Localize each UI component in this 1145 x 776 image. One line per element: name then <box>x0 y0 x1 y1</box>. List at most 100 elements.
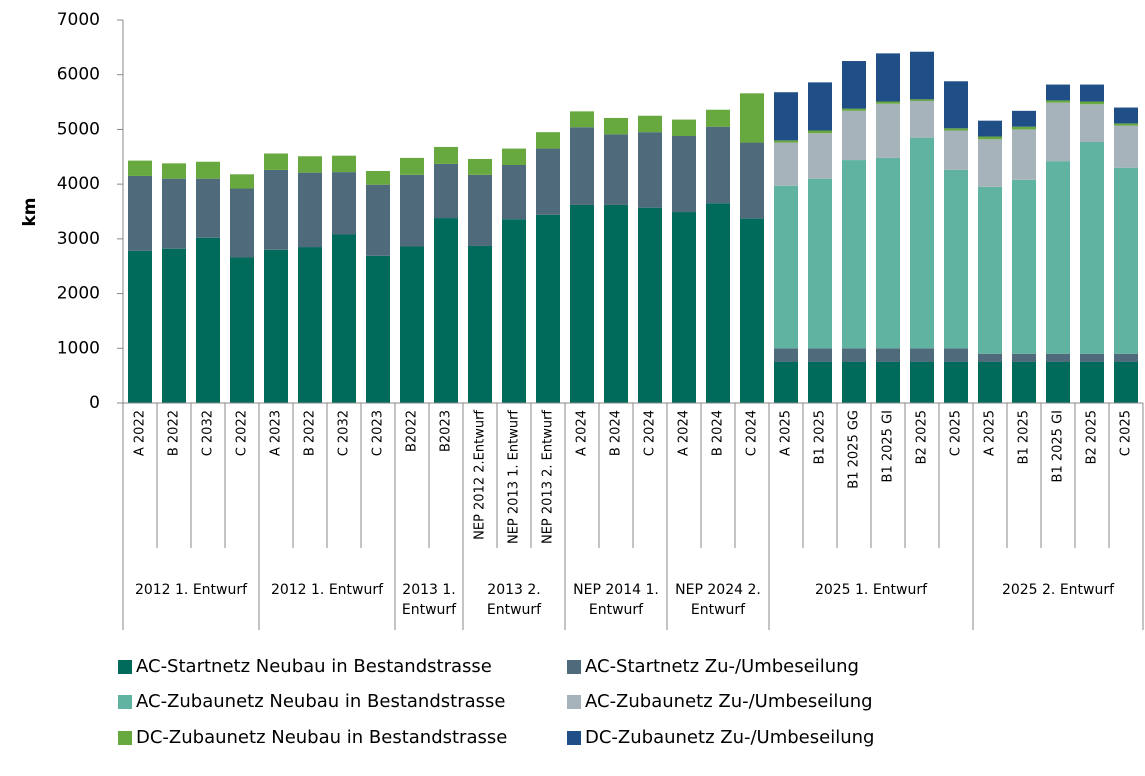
bar-segment <box>740 218 764 403</box>
bar-segment <box>162 178 186 249</box>
bar-segment <box>944 348 968 362</box>
x-tick-label: C 2025 <box>1119 410 1134 456</box>
bar-segment <box>638 115 662 133</box>
group-label: 2025 2. Entwurf <box>1001 582 1115 598</box>
bar-segment <box>774 140 798 143</box>
bar-segment <box>1080 361 1104 403</box>
bar-segment <box>672 135 696 213</box>
bar-segment <box>604 134 628 205</box>
bar-segment <box>740 93 764 143</box>
bar-segment <box>842 361 866 403</box>
x-tick-label: A 2024 <box>575 410 590 456</box>
y-tick-label: 0 <box>89 393 100 413</box>
bar-segment <box>740 142 764 219</box>
x-tick-label: B2023 <box>439 410 454 452</box>
bar-segment <box>1114 361 1138 403</box>
bar-segment <box>264 249 288 403</box>
bar-segment <box>638 207 662 403</box>
bar-segment <box>1080 84 1104 102</box>
bar-segment <box>978 139 1002 187</box>
bar-segment <box>876 361 900 403</box>
group-label: NEP 2024 2. Entwurf <box>675 582 761 618</box>
y-tick-label: 3000 <box>57 229 100 249</box>
x-tick-label: NEP 2012 2.Entwurf <box>473 410 488 540</box>
bar-segment <box>842 348 866 362</box>
group-label: 2012 1. Entwurf <box>134 582 248 598</box>
bar-segment <box>910 99 934 101</box>
bar-segment <box>570 204 594 403</box>
x-tick-label: A 2025 <box>983 410 998 456</box>
bar-segment <box>876 101 900 104</box>
bar-segment <box>1114 353 1138 362</box>
x-tick-label: B1 2025 <box>813 410 828 464</box>
bar-segment <box>944 128 968 131</box>
bar-segment <box>842 160 866 349</box>
bar-segment <box>230 174 254 189</box>
bar-segment <box>808 348 832 362</box>
x-tick-label: B2 2025 <box>915 410 930 464</box>
bar-segment <box>162 248 186 403</box>
bar-segment <box>808 361 832 403</box>
x-tick-label: B 2022 <box>167 410 182 456</box>
bar-segment <box>876 53 900 102</box>
bar-segment <box>468 245 492 403</box>
bar-segment <box>434 146 458 164</box>
bar-segment <box>264 169 288 250</box>
bar-segment <box>400 157 424 175</box>
bar-segment <box>1114 167 1138 354</box>
bar-segment <box>944 361 968 403</box>
bar-segment <box>1046 161 1070 354</box>
legend-label: AC-Startnetz Zu-/Umbeseilung <box>585 656 859 677</box>
bar-segment <box>978 136 1002 140</box>
bar-segment <box>196 237 220 403</box>
bar-segment <box>672 212 696 403</box>
bar-segment <box>1080 104 1104 143</box>
bar-segment <box>298 247 322 403</box>
bar-segment <box>400 174 424 247</box>
bar-segment <box>1012 353 1036 362</box>
bar-segment <box>230 188 254 258</box>
x-tick-label: B 2024 <box>609 410 624 456</box>
legend-swatch <box>118 731 132 745</box>
bar-segment <box>1046 84 1070 101</box>
bar-segment <box>1046 361 1070 403</box>
bar-segment <box>332 155 356 173</box>
legend-swatch <box>567 695 581 709</box>
legend-label: AC-Zubaunetz Neubau in Bestandstrasse <box>136 691 505 712</box>
bar-segment <box>774 348 798 362</box>
x-tick-label: B1 2025 <box>1017 410 1032 464</box>
bar-segment <box>128 160 152 176</box>
legend-swatch <box>567 731 581 745</box>
x-tick-label: C 2032 <box>201 410 216 456</box>
x-tick-label: B2 2025 <box>1085 410 1100 464</box>
legend-swatch <box>118 695 132 709</box>
bar-segment <box>434 163 458 219</box>
bar-segment <box>842 110 866 161</box>
x-tick-label: A 2025 <box>779 410 794 456</box>
bar-segment <box>638 132 662 208</box>
bar-segment <box>1114 107 1138 124</box>
bar-segment <box>570 127 594 205</box>
group-label: 2012 1. Entwurf <box>270 582 384 598</box>
bar-segment <box>1080 101 1104 105</box>
bar-segment <box>366 184 390 256</box>
bar-segment <box>400 246 424 403</box>
bar-segment <box>1046 102 1070 162</box>
x-tick-label: B1 2025 GI <box>1051 410 1066 482</box>
bar-segment <box>604 204 628 403</box>
bar-segment <box>468 174 492 246</box>
bar-segment <box>196 178 220 238</box>
bar-segment <box>808 130 832 134</box>
bar-segment <box>910 361 934 403</box>
bar-segment <box>332 172 356 235</box>
bar-segment <box>536 214 560 403</box>
x-tick-label: A 2024 <box>677 410 692 456</box>
x-tick-label: B1 2025 GG <box>847 410 862 489</box>
bar-segment <box>774 361 798 403</box>
bar-segment <box>706 203 730 403</box>
bar-segment <box>944 130 968 170</box>
x-tick-label: B2022 <box>405 410 420 452</box>
x-tick-label: C 2032 <box>337 410 352 456</box>
